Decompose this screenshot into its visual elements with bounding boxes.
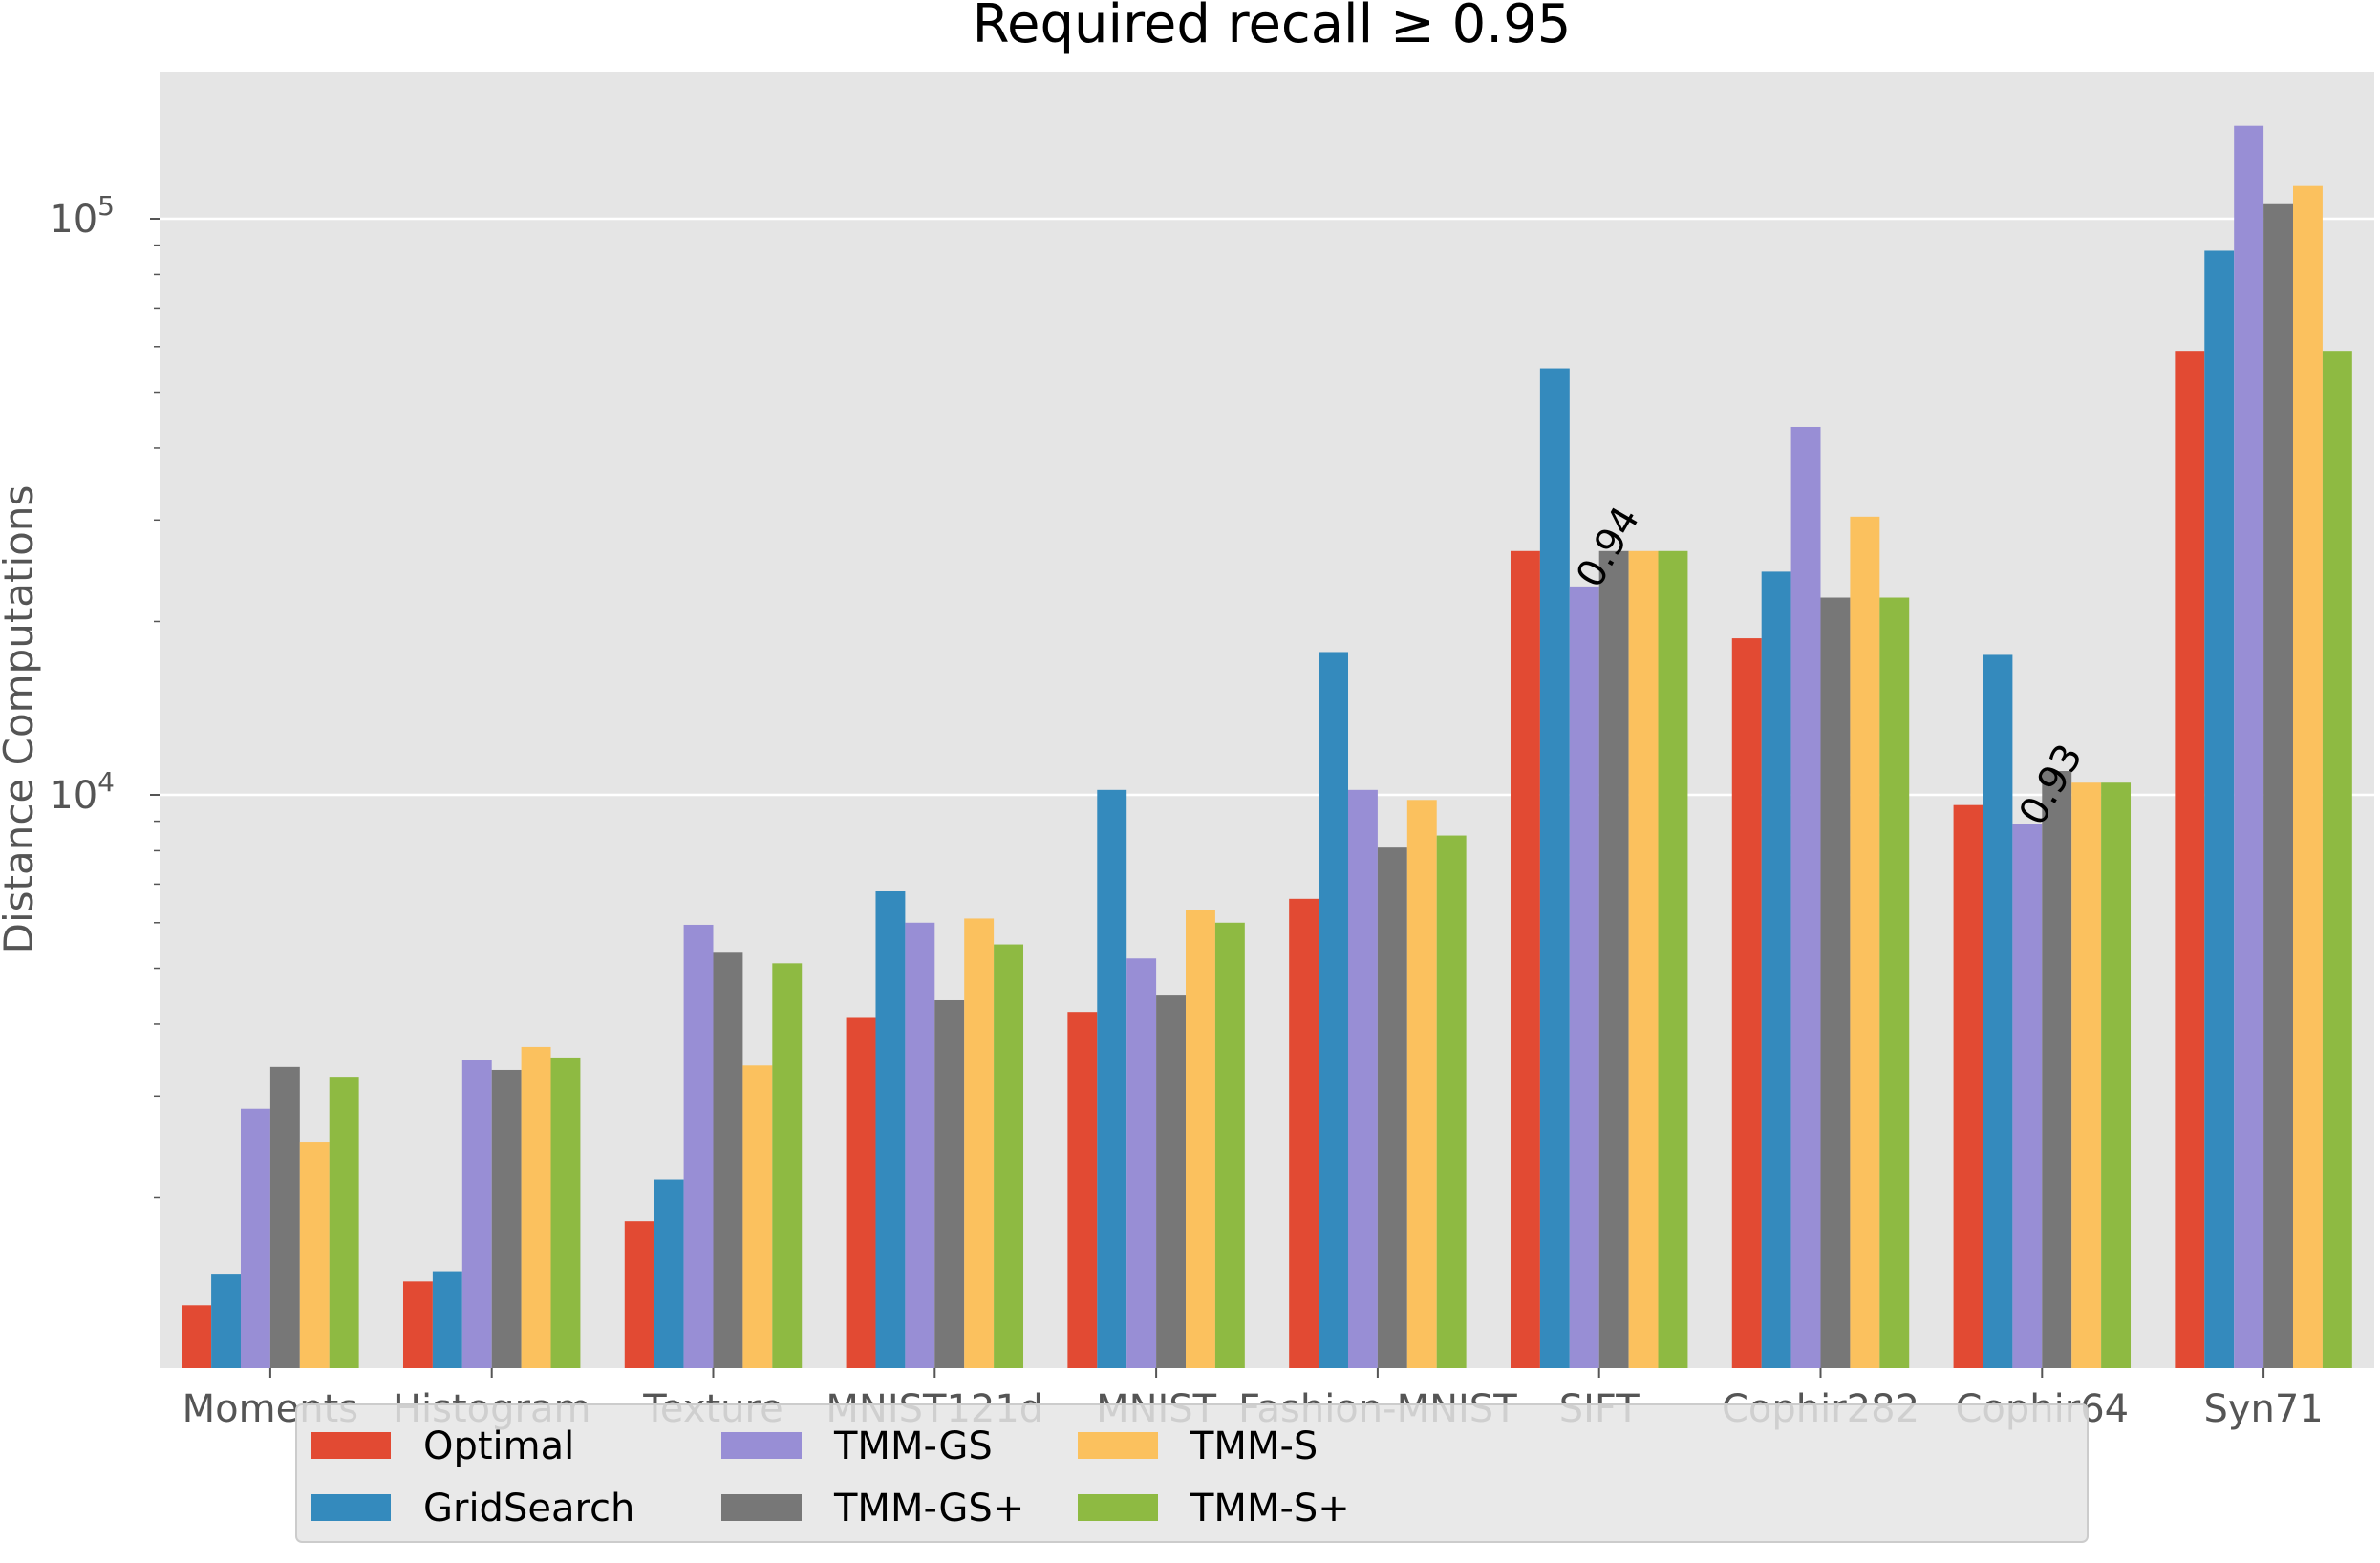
legend-swatch <box>1078 1494 1158 1521</box>
bar-tmm-s-plus <box>1436 835 1467 1368</box>
bar-tmm-s-plus <box>772 963 803 1368</box>
legend-label: GridSearch <box>423 1487 634 1531</box>
bar-tmm-s-plus <box>1214 922 1245 1368</box>
legend-label: TMM-GS+ <box>833 1487 1024 1531</box>
bar-tmm-gs <box>2012 824 2043 1368</box>
bar-tmm-s <box>2071 782 2102 1368</box>
bar-tmm-gs <box>905 922 935 1368</box>
bar-tmm-gs <box>1347 789 1378 1368</box>
bar-optimal <box>1289 898 1319 1368</box>
bar-gridsearch <box>2204 250 2235 1369</box>
bar-tmm-s <box>1406 800 1437 1368</box>
bar-gridsearch <box>1761 571 1791 1368</box>
y-tick-label: 105 <box>49 190 115 242</box>
bar-tmm-gs-plus <box>1820 597 1851 1368</box>
legend-label: TMM-S+ <box>1190 1487 1350 1531</box>
bar-gridsearch <box>211 1274 241 1368</box>
bar-tmm-gs-plus <box>269 1066 300 1368</box>
bar-optimal <box>1067 1012 1098 1368</box>
bar-tmm-gs-plus <box>2263 203 2294 1368</box>
bar-tmm-s <box>964 918 995 1368</box>
bar-tmm-s <box>742 1065 773 1368</box>
bar-optimal <box>1731 638 1762 1368</box>
bar-tmm-s <box>521 1046 551 1368</box>
bar-optimal <box>624 1221 654 1368</box>
bar-tmm-s <box>1628 550 1659 1368</box>
legend-swatch <box>721 1432 802 1459</box>
y-axis-label: Distance Computations <box>0 485 42 954</box>
bar-optimal <box>402 1281 433 1368</box>
bar-gridsearch <box>1319 652 1348 1368</box>
legend-label: Optimal <box>423 1424 574 1468</box>
bar-tmm-s <box>1186 910 1215 1368</box>
bar-tmm-gs <box>683 924 714 1368</box>
bar-tmm-s-plus <box>1879 597 1910 1368</box>
legend-swatch <box>1078 1432 1158 1459</box>
bar-tmm-gs <box>1126 958 1157 1368</box>
legend-label: TMM-S <box>1190 1424 1318 1468</box>
bar-tmm-gs-plus <box>2042 771 2072 1368</box>
bar-optimal <box>2175 351 2205 1368</box>
y-tick-label: 104 <box>49 766 115 818</box>
legend-swatch <box>721 1494 802 1521</box>
bar-tmm-s <box>2293 185 2323 1368</box>
bar-gridsearch <box>654 1179 684 1368</box>
bar-tmm-gs <box>461 1060 492 1368</box>
bar-tmm-gs-plus <box>934 999 965 1368</box>
bar-optimal <box>846 1017 876 1368</box>
bar-tmm-gs-plus <box>1377 847 1407 1368</box>
bar-tmm-gs-plus <box>1156 995 1187 1368</box>
bar-tmm-s-plus <box>2101 782 2132 1368</box>
y-axis: 104 105 <box>49 190 160 1199</box>
bar-tmm-gs <box>240 1108 270 1368</box>
bar-tmm-gs <box>1790 426 1821 1368</box>
bar-gridsearch <box>875 890 906 1368</box>
bar-tmm-gs <box>1569 586 1599 1368</box>
x-tick-label: Syn71 <box>2203 1387 2323 1431</box>
bar-tmm-s <box>1850 516 1880 1368</box>
bar-gridsearch <box>1983 654 2013 1368</box>
bar-tmm-s-plus <box>550 1057 581 1368</box>
chart-title: Required recall ≥ 0.95 <box>973 0 1572 55</box>
bar-tmm-s-plus <box>329 1077 359 1368</box>
bar-gridsearch <box>1539 368 1570 1369</box>
bar-tmm-gs <box>2234 125 2264 1369</box>
legend-swatch <box>311 1494 391 1521</box>
bar-gridsearch <box>432 1271 462 1368</box>
bar-tmm-s-plus <box>2322 351 2352 1368</box>
bar-optimal <box>1510 550 1540 1368</box>
bars <box>182 125 2352 1369</box>
bar-gridsearch <box>1097 789 1127 1368</box>
legend: Optimal GridSearch TMM-GS TMM-GS+ TMM-S TMM-S… <box>295 1403 2089 1543</box>
bar-tmm-s-plus <box>1658 550 1688 1368</box>
bar-tmm-gs-plus <box>1598 550 1629 1368</box>
legend-swatch <box>311 1432 391 1459</box>
bar-tmm-gs-plus <box>713 952 743 1368</box>
bar-tmm-s-plus <box>994 944 1024 1368</box>
bar-optimal <box>1953 804 1983 1368</box>
bar-tmm-gs-plus <box>491 1069 522 1368</box>
bar-optimal <box>182 1305 212 1368</box>
legend-label: TMM-GS <box>833 1424 993 1468</box>
bar-tmm-s <box>299 1142 330 1368</box>
